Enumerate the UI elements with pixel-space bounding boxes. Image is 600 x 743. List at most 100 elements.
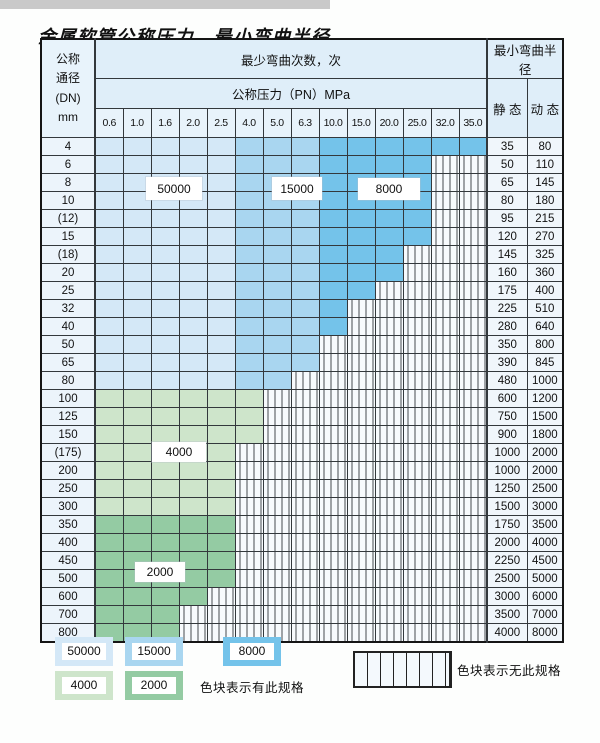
legend-swatch-label: 50000 — [62, 643, 106, 660]
spec-available-cell — [94, 425, 124, 444]
spec-available-cell — [122, 461, 152, 480]
spec-available-cell — [346, 155, 376, 174]
no-spec-cell — [346, 569, 376, 588]
no-spec-cell — [374, 443, 404, 462]
no-spec-cell — [402, 353, 432, 372]
no-spec-cell — [262, 533, 292, 552]
spec-available-cell — [178, 407, 208, 426]
table-row: 25 175 400 — [40, 281, 564, 300]
no-spec-cell — [290, 443, 320, 462]
spec-available-cell — [346, 245, 376, 264]
dynamic-radius-cell: 270 — [526, 227, 564, 246]
spec-available-cell — [150, 515, 180, 534]
spec-available-cell — [206, 569, 236, 588]
spec-available-cell — [206, 335, 236, 354]
no-spec-cell — [458, 515, 488, 534]
legend-swatch-50000: 50000 — [55, 637, 113, 666]
spec-available-cell — [402, 227, 432, 246]
spec-available-cell — [318, 281, 348, 300]
table-row: 450 2250 4500 — [40, 551, 564, 570]
spec-available-cell — [178, 479, 208, 498]
pressure-tick: 2.5 — [206, 108, 236, 138]
spec-available-cell — [206, 515, 236, 534]
table-row: 350 1750 3500 — [40, 515, 564, 534]
no-spec-cell — [346, 551, 376, 570]
spec-available-cell — [206, 389, 236, 408]
spec-available-cell — [94, 551, 124, 570]
no-spec-cell — [458, 443, 488, 462]
no-spec-cell — [458, 551, 488, 570]
pressure-tick: 25.0 — [402, 108, 432, 138]
pressure-tick: 20.0 — [374, 108, 404, 138]
spec-available-cell — [178, 533, 208, 552]
static-radius-cell: 95 — [486, 209, 528, 228]
spec-available-cell — [122, 407, 152, 426]
no-spec-cell — [458, 299, 488, 318]
dynamic-radius-cell: 5000 — [526, 569, 564, 588]
pressure-tick: 15.0 — [346, 108, 376, 138]
table-row: 80 480 1000 — [40, 371, 564, 390]
dynamic-radius-cell: 2500 — [526, 479, 564, 498]
no-spec-cell — [262, 587, 292, 606]
spec-available-cell — [122, 389, 152, 408]
no-spec-cell — [262, 551, 292, 570]
no-spec-cell — [346, 353, 376, 372]
table-row: (18) 145 325 — [40, 245, 564, 264]
spec-available-cell — [206, 227, 236, 246]
static-radius-cell: 3500 — [486, 605, 528, 624]
static-radius-cell: 65 — [486, 173, 528, 192]
legend-swatch-2000: 2000 — [125, 671, 183, 700]
spec-available-cell — [458, 137, 488, 156]
no-spec-cell — [458, 569, 488, 588]
spec-available-cell — [94, 209, 124, 228]
spec-available-cell — [150, 371, 180, 390]
spec-available-cell — [262, 317, 292, 336]
no-spec-cell — [430, 587, 460, 606]
no-spec-cell — [290, 533, 320, 552]
spec-available-cell — [318, 209, 348, 228]
no-spec-cell — [402, 497, 432, 516]
spec-available-cell — [178, 353, 208, 372]
spec-available-cell — [122, 443, 152, 462]
spec-available-cell — [150, 479, 180, 498]
no-spec-cell — [458, 317, 488, 336]
no-spec-cell — [234, 551, 264, 570]
no-spec-cell — [430, 443, 460, 462]
static-radius-cell: 350 — [486, 335, 528, 354]
table-row: 50 350 800 — [40, 335, 564, 354]
spec-available-cell — [122, 263, 152, 282]
no-spec-cell — [234, 497, 264, 516]
dn-cell: 50 — [40, 335, 96, 354]
spec-available-cell — [150, 587, 180, 606]
spec-available-cell — [234, 263, 264, 282]
dn-cell: 20 — [40, 263, 96, 282]
no-spec-cell — [290, 461, 320, 480]
spec-available-cell — [94, 281, 124, 300]
spec-available-cell — [374, 155, 404, 174]
no-spec-cell — [262, 605, 292, 624]
dn-cell: 150 — [40, 425, 96, 444]
no-spec-cell — [262, 479, 292, 498]
no-spec-cell — [374, 407, 404, 426]
no-spec-cell — [458, 371, 488, 390]
dn-cell: 65 — [40, 353, 96, 372]
spec-available-cell — [290, 335, 320, 354]
spec-available-cell — [290, 245, 320, 264]
no-spec-cell — [458, 227, 488, 246]
spec-available-cell — [402, 209, 432, 228]
no-spec-cell — [290, 389, 320, 408]
dn-cell: 450 — [40, 551, 96, 570]
no-spec-cell — [262, 425, 292, 444]
no-spec-cell — [262, 407, 292, 426]
table-row: (175) 1000 2000 — [40, 443, 564, 462]
cycles-label-15000: 15000 — [272, 177, 322, 200]
spec-available-cell — [374, 245, 404, 264]
spec-available-cell — [178, 209, 208, 228]
no-spec-cell — [402, 443, 432, 462]
spec-available-cell — [206, 173, 236, 192]
no-spec-cell — [374, 479, 404, 498]
dn-cell: 125 — [40, 407, 96, 426]
dynamic-radius-cell: 360 — [526, 263, 564, 282]
table-body: 4 35 80 6 50 110 8 65 145 10 80 180 (12) 95 215 15 120 27… — [40, 137, 564, 643]
no-spec-cell — [430, 281, 460, 300]
